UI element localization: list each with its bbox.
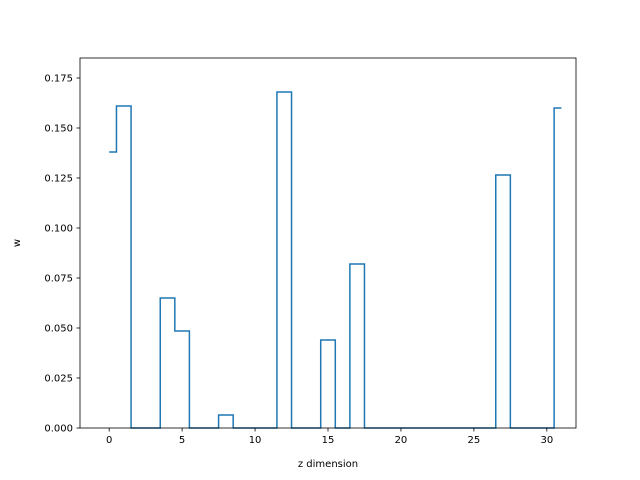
y-tick-label: 0.000 — [44, 424, 73, 435]
x-tick-label: 15 — [322, 435, 335, 446]
x-axis: 0 5 10 15 20 25 30 — [106, 428, 553, 446]
y-tick-label: 0.175 — [44, 74, 73, 85]
y-tick-label: 0.025 — [44, 374, 73, 385]
data-line — [109, 91, 562, 429]
y-tick-label: 0.125 — [44, 174, 73, 185]
axes-frame — [79, 57, 577, 429]
x-tick-label: 5 — [179, 435, 185, 446]
y-tick-label: 0.075 — [44, 274, 73, 285]
x-tick-label: 20 — [395, 435, 408, 446]
y-tick-label: 0.150 — [44, 124, 73, 135]
x-tick-label: 0 — [106, 435, 112, 446]
y-tick-label: 0.050 — [44, 324, 73, 335]
y-tick-label: 0.100 — [44, 224, 73, 235]
y-axis: 0.000 0.025 0.050 0.075 0.100 0.125 0.150 0.175 — [44, 74, 80, 435]
y-axis-label: w — [12, 239, 23, 247]
x-tick-label: 10 — [249, 435, 262, 446]
x-tick-label: 25 — [468, 435, 481, 446]
x-axis-label: z dimension — [298, 459, 358, 470]
x-tick-label: 30 — [540, 435, 553, 446]
